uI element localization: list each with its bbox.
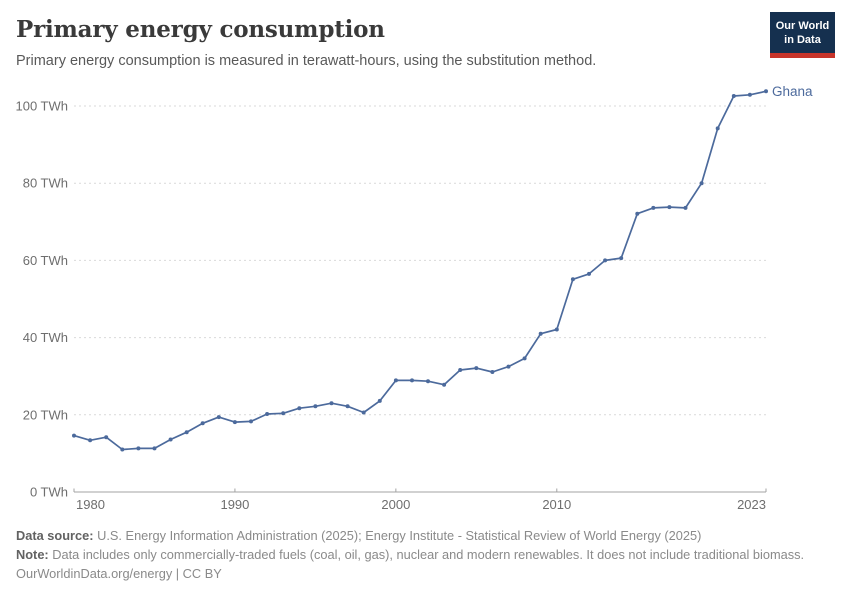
data-point-2016[interactable] <box>651 205 656 210</box>
data-point-1999[interactable] <box>377 398 382 403</box>
owid-logo-line1: Our World <box>775 20 830 32</box>
data-point-2006[interactable] <box>490 370 495 374</box>
y-axis-label-80: 80 TWh <box>23 176 68 191</box>
data-point-2011[interactable] <box>570 277 575 282</box>
y-axis-label-20: 20 TWh <box>23 407 68 422</box>
data-point-2009[interactable] <box>538 331 543 336</box>
owid-logo-line2: in Data <box>784 34 821 46</box>
owid-logo[interactable]: Our World in Data <box>770 12 835 58</box>
data-point-2015[interactable] <box>635 211 640 216</box>
data-point-2012[interactable] <box>587 271 591 276</box>
data-point-1985[interactable] <box>152 446 157 451</box>
data-point-1995[interactable] <box>313 404 318 409</box>
chart-subtitle: Primary energy consumption is measured i… <box>16 53 597 69</box>
data-point-1998[interactable] <box>361 410 366 415</box>
x-axis-label-2023: 2023 <box>737 497 766 512</box>
data-point-1987[interactable] <box>184 430 189 435</box>
data-point-2014[interactable] <box>619 256 624 261</box>
sources-text: U.S. Energy Information Administration (… <box>93 528 702 543</box>
data-point-1988[interactable] <box>200 421 205 426</box>
data-point-1983[interactable] <box>120 447 125 452</box>
data-point-1994[interactable] <box>297 406 302 411</box>
data-point-1993[interactable] <box>281 411 286 416</box>
footer-license-link[interactable]: OurWorldinData.org/energy | CC BY <box>16 566 222 581</box>
data-point-1991[interactable] <box>249 419 253 424</box>
data-point-2001[interactable] <box>410 378 414 383</box>
data-point-1986[interactable] <box>168 437 173 442</box>
data-point-2010[interactable] <box>554 327 559 332</box>
y-axis-label-0: 0 TWh <box>30 485 68 500</box>
data-point-2022[interactable] <box>747 92 752 97</box>
data-point-2018[interactable] <box>683 205 688 210</box>
line-chart[interactable]: 0 TWh 20 TWh 40 TWh 60 TWh 80 TWh 100 TWh 1980… <box>0 0 850 520</box>
series-label-ghana: Ghana <box>772 84 813 99</box>
data-point-1989[interactable] <box>216 415 221 420</box>
data-point-2003[interactable] <box>442 382 447 387</box>
data-point-1996[interactable] <box>329 401 334 406</box>
series-line-ghana[interactable] <box>73 90 767 451</box>
data-point-2023[interactable] <box>764 89 768 94</box>
data-point-2017[interactable] <box>667 205 672 210</box>
x-axis-label-1980: 1980 <box>76 497 105 512</box>
chart-footer: Data source: U.S. Energy Information Adm… <box>16 526 804 583</box>
data-point-1990[interactable] <box>232 420 237 425</box>
footer-note-line: Note: Data includes only commercially-tr… <box>16 545 804 564</box>
x-axis-label-2000: 2000 <box>381 497 410 512</box>
data-point-1997[interactable] <box>345 404 350 409</box>
data-point-2007[interactable] <box>506 364 511 369</box>
page-title: Primary energy consumption <box>16 16 385 43</box>
data-point-2000[interactable] <box>393 378 398 383</box>
y-axis-label-60: 60 TWh <box>23 253 68 268</box>
note-text: Data includes only commercially-traded f… <box>48 547 805 562</box>
y-axis-label-40: 40 TWh <box>23 330 68 345</box>
data-point-2002[interactable] <box>426 379 430 384</box>
y-axis-label-100: 100 TWh <box>15 99 68 114</box>
x-axis-label-2010: 2010 <box>542 497 571 512</box>
data-point-1982[interactable] <box>104 435 109 440</box>
sources-label: Data source: <box>16 528 94 543</box>
data-point-1981[interactable] <box>88 438 93 443</box>
note-label: Note: <box>16 547 49 562</box>
data-point-2008[interactable] <box>522 356 527 361</box>
data-point-2005[interactable] <box>474 366 479 371</box>
footer-sources-line: Data source: U.S. Energy Information Adm… <box>16 526 804 545</box>
data-point-2013[interactable] <box>603 258 608 263</box>
data-point-2004[interactable] <box>458 368 463 372</box>
data-point-1992[interactable] <box>265 412 270 416</box>
data-point-2021[interactable] <box>731 94 736 98</box>
data-point-2020[interactable] <box>715 126 720 131</box>
data-point-1984[interactable] <box>136 446 141 451</box>
x-axis-label-1990: 1990 <box>220 497 249 512</box>
data-point-2019[interactable] <box>699 181 704 186</box>
data-point-1980[interactable] <box>72 433 76 438</box>
